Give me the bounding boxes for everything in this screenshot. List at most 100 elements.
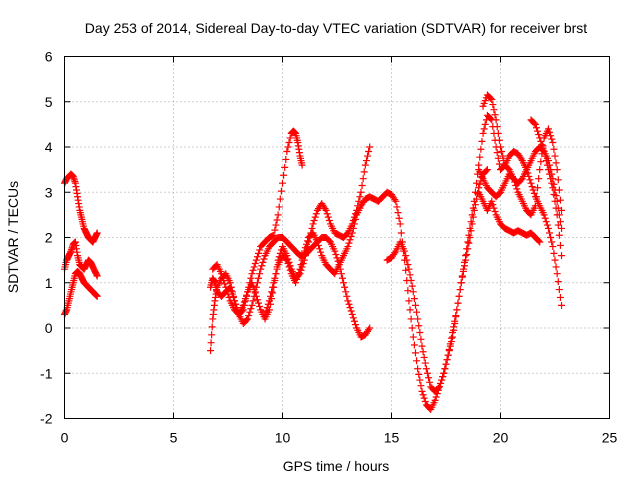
data-point: [409, 288, 417, 296]
data-point: [249, 266, 257, 274]
data-point: [423, 369, 431, 377]
data-point: [531, 120, 539, 128]
data-point: [535, 131, 543, 139]
data-point: [510, 175, 518, 183]
data-point: [253, 296, 261, 304]
x-tick-label: 20: [493, 430, 509, 446]
data-point: [480, 125, 488, 133]
data-point: [495, 136, 503, 144]
data-point: [93, 229, 101, 237]
data-point: [282, 155, 290, 163]
data-point: [512, 181, 520, 189]
data-point: [558, 224, 566, 232]
data-point: [225, 293, 233, 301]
data-point: [541, 152, 549, 160]
data-point: [470, 197, 478, 205]
data-point: [555, 286, 563, 294]
data-point: [342, 288, 350, 296]
data-point: [464, 238, 472, 246]
data-point: [455, 292, 463, 300]
data-point: [473, 179, 481, 187]
data-point: [489, 201, 497, 209]
data-point: [261, 310, 269, 318]
data-point: [417, 335, 425, 343]
tick-labels: 0 5 10 15 20 25 -2 -1 0 1 2 3 4 5 6: [40, 49, 617, 446]
y-tick-label: 3: [45, 184, 53, 200]
data-point: [255, 249, 263, 257]
data-point: [208, 323, 216, 331]
data-point: [556, 196, 564, 204]
data-point: [273, 216, 281, 224]
plot-frame: [64, 56, 610, 419]
data-point: [360, 168, 368, 176]
data-point: [217, 270, 225, 278]
y-tick-label: 6: [45, 49, 53, 65]
data-point: [536, 134, 544, 142]
data-point: [248, 270, 256, 278]
data-point: [420, 394, 428, 402]
data-point: [338, 274, 346, 282]
data-point: [482, 167, 490, 175]
data-point: [257, 265, 265, 273]
data-point: [462, 252, 470, 260]
data-point: [366, 324, 374, 332]
data-point: [219, 273, 227, 281]
data-point: [405, 265, 413, 273]
data-point: [256, 303, 264, 311]
data-point: [465, 231, 473, 239]
data-point: [343, 292, 351, 300]
data-point: [552, 263, 560, 271]
data-point: [222, 283, 230, 291]
data-point: [253, 253, 261, 261]
data-point: [442, 360, 450, 368]
data-point: [409, 333, 417, 341]
data-point: [498, 148, 506, 156]
data-point: [467, 218, 475, 226]
data-point: [529, 186, 537, 194]
data-point: [365, 326, 373, 334]
data-point: [405, 297, 413, 305]
data-point: [555, 186, 563, 194]
data-point: [248, 301, 256, 309]
data-point: [465, 239, 473, 247]
data-point: [458, 272, 466, 280]
data-point: [298, 256, 306, 264]
data-point: [294, 272, 302, 280]
data-point: [325, 217, 333, 225]
data-point: [304, 237, 312, 245]
data-point: [552, 204, 560, 212]
data-point: [415, 370, 423, 378]
data-point: [357, 188, 365, 196]
data-point: [402, 252, 410, 260]
data-point: [269, 283, 277, 291]
data-point: [361, 161, 369, 169]
data-point: [454, 299, 462, 307]
data-point: [468, 211, 476, 219]
data-point: [299, 252, 307, 260]
data-point: [406, 306, 414, 314]
data-point: [252, 256, 260, 264]
x-tick-label: 25: [602, 430, 618, 446]
data-point: [542, 218, 550, 226]
data-point: [272, 221, 280, 229]
data-point: [558, 252, 566, 260]
data-point: [441, 365, 449, 373]
data-point: [452, 313, 460, 321]
data-point: [344, 297, 352, 305]
data-point: [531, 202, 539, 210]
data-point: [260, 255, 268, 263]
data-point: [349, 314, 357, 322]
data-point: [220, 276, 228, 284]
data-point: [268, 288, 276, 296]
y-axis-label: SDTVAR / TECUs: [5, 181, 21, 293]
data-point: [488, 95, 496, 103]
data-point: [553, 166, 561, 174]
data-point: [359, 175, 367, 183]
data-point: [488, 197, 496, 205]
data-point: [416, 376, 424, 384]
data-point: [410, 295, 418, 303]
data-point: [527, 179, 535, 187]
data-point: [207, 339, 215, 347]
data-point: [494, 154, 502, 162]
y-tick-label: 5: [45, 94, 53, 110]
